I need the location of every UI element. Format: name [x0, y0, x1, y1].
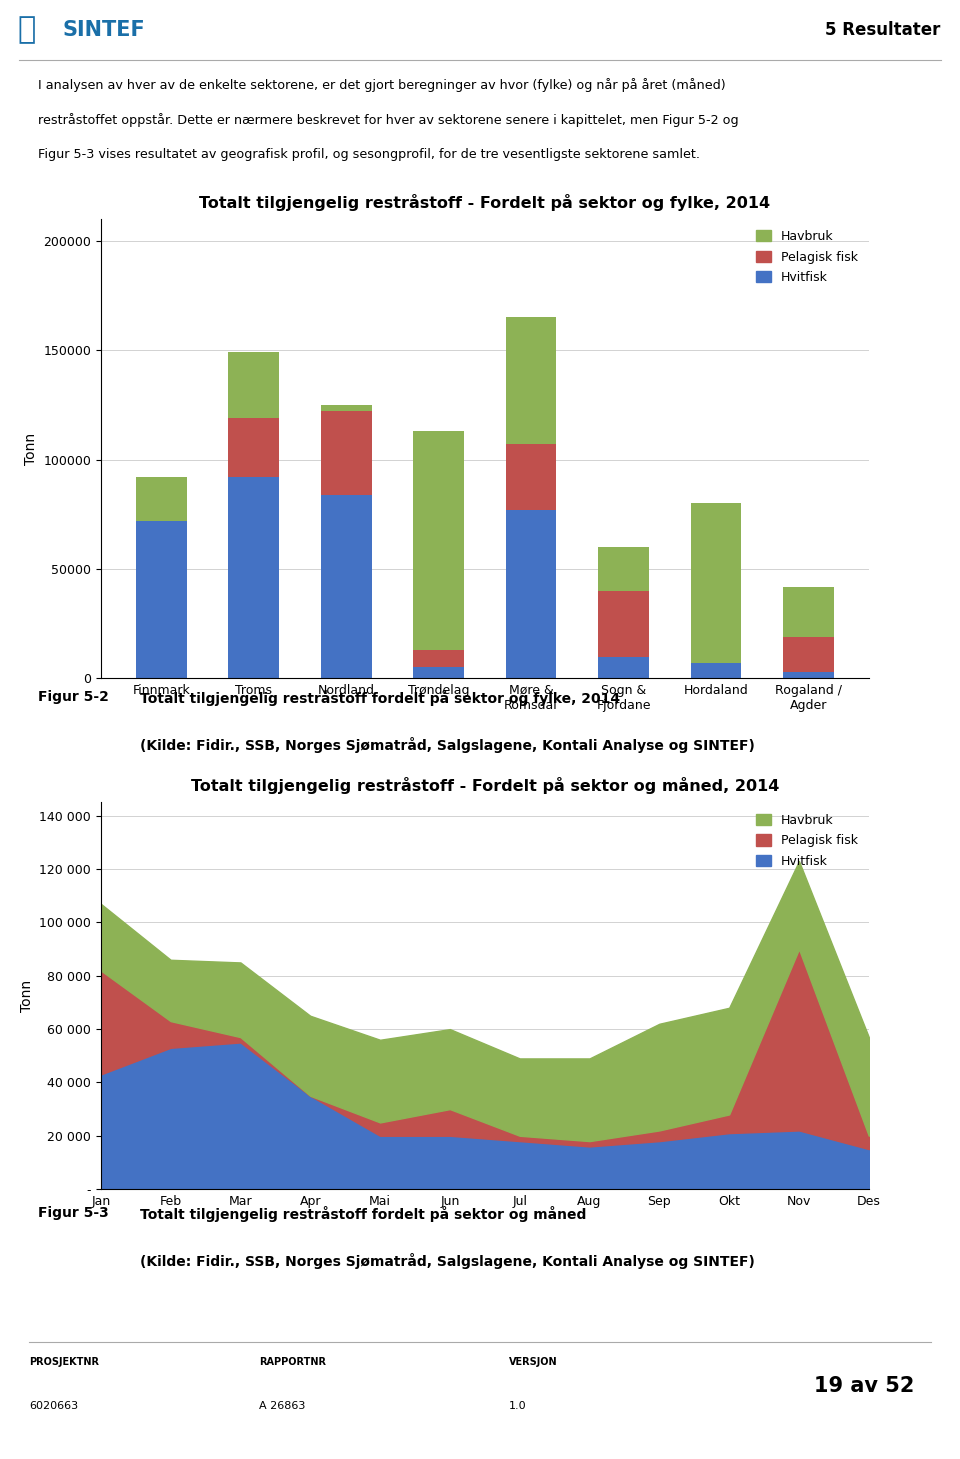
- Bar: [228, 417, 279, 477]
- Text: Figur 5-2: Figur 5-2: [38, 690, 109, 703]
- Title: Totalt tilgjengelig restråstoff - Fordelt på sektor og måned, 2014: Totalt tilgjengelig restråstoff - Fordel…: [191, 778, 779, 794]
- Text: 6020663: 6020663: [29, 1401, 78, 1411]
- Bar: [598, 547, 649, 591]
- Text: (Kilde: Fidir., SSB, Norges Sjømatråd, Salgslagene, Kontali Analyse og SINTEF): (Kilde: Fidir., SSB, Norges Sjømatråd, S…: [140, 737, 755, 753]
- Bar: [321, 411, 372, 495]
- Bar: [783, 671, 834, 678]
- Bar: [135, 477, 186, 521]
- Text: A 26863: A 26863: [259, 1401, 305, 1411]
- Bar: [413, 649, 464, 667]
- Text: VERSJON: VERSJON: [509, 1357, 558, 1367]
- Bar: [228, 352, 279, 417]
- Legend: Havbruk, Pelagisk fisk, Hvitfisk: Havbruk, Pelagisk fisk, Hvitfisk: [751, 225, 862, 289]
- Bar: [506, 444, 557, 509]
- Text: Ⓢ: Ⓢ: [17, 15, 36, 44]
- Bar: [135, 521, 186, 678]
- Text: RAPPORTNR: RAPPORTNR: [259, 1357, 326, 1367]
- Bar: [783, 636, 834, 671]
- Bar: [783, 587, 834, 636]
- Text: (Kilde: Fidir., SSB, Norges Sjømatråd, Salgslagene, Kontali Analyse og SINTEF): (Kilde: Fidir., SSB, Norges Sjømatråd, S…: [140, 1253, 755, 1269]
- Text: I analysen av hver av de enkelte sektorene, er det gjort beregninger av hvor (fy: I analysen av hver av de enkelte sektore…: [38, 79, 726, 92]
- Title: Totalt tilgjengelig restråstoff - Fordelt på sektor og fylke, 2014: Totalt tilgjengelig restråstoff - Fordel…: [200, 194, 770, 210]
- Bar: [413, 667, 464, 678]
- Bar: [413, 430, 464, 649]
- Bar: [690, 503, 741, 662]
- Bar: [506, 509, 557, 678]
- Bar: [506, 317, 557, 444]
- Bar: [690, 662, 741, 678]
- Text: SINTEF: SINTEF: [62, 19, 145, 39]
- Text: Figur 5-3 vises resultatet av geografisk profil, og sesongprofil, for de tre ves: Figur 5-3 vises resultatet av geografisk…: [38, 149, 701, 162]
- Bar: [228, 477, 279, 678]
- Text: Totalt tilgjengelig restråstoff fordelt på sektor og fylke, 2014: Totalt tilgjengelig restråstoff fordelt …: [140, 690, 620, 706]
- Y-axis label: Tonn: Tonn: [24, 432, 37, 465]
- Text: 19 av 52: 19 av 52: [814, 1376, 914, 1396]
- Text: 1.0: 1.0: [509, 1401, 526, 1411]
- Text: 5 Resultater: 5 Resultater: [826, 20, 941, 38]
- Y-axis label: Tonn: Tonn: [19, 979, 34, 1013]
- Text: Figur 5-3: Figur 5-3: [38, 1207, 109, 1220]
- Text: restråstoffet oppstår. Dette er nærmere beskrevet for hver av sektorene senere i: restråstoffet oppstår. Dette er nærmere …: [38, 114, 739, 127]
- Text: Totalt tilgjengelig restråstoff fordelt på sektor og måned: Totalt tilgjengelig restråstoff fordelt …: [140, 1207, 587, 1223]
- Bar: [598, 591, 649, 657]
- Bar: [321, 404, 372, 411]
- Bar: [321, 495, 372, 678]
- Bar: [598, 657, 649, 678]
- Text: PROSJEKTNR: PROSJEKTNR: [29, 1357, 99, 1367]
- Legend: Havbruk, Pelagisk fisk, Hvitfisk: Havbruk, Pelagisk fisk, Hvitfisk: [751, 808, 862, 872]
